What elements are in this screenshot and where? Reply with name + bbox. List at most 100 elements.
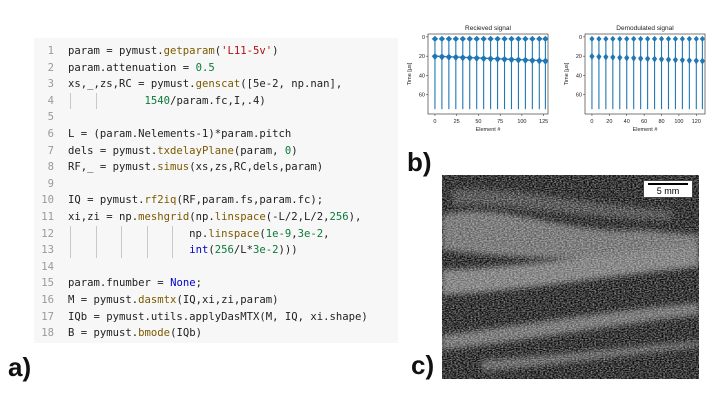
code-text: B = pymust.bmode(IQb) bbox=[68, 327, 202, 340]
code-text: np.linspace(1e-9,3e-2, bbox=[68, 227, 330, 240]
bmode-image: 5 mm bbox=[442, 175, 699, 379]
line-number: 16 bbox=[41, 294, 54, 306]
echo-2 bbox=[699, 57, 705, 65]
line-number: 4 bbox=[47, 94, 54, 107]
echo-1 bbox=[658, 35, 665, 42]
indent-guide bbox=[95, 92, 97, 109]
echo-1 bbox=[445, 35, 453, 42]
echo-1 bbox=[508, 35, 515, 42]
scale-bar-line bbox=[648, 183, 688, 185]
y-tick-label: 40 bbox=[576, 73, 582, 79]
echo-2 bbox=[679, 56, 685, 64]
indent-guide bbox=[121, 225, 123, 242]
x-tick-label: 100 bbox=[674, 119, 683, 125]
echo-2 bbox=[658, 56, 665, 64]
echo-1 bbox=[699, 35, 705, 42]
code-text: param.fnumber = None; bbox=[68, 277, 202, 290]
echo-1 bbox=[665, 35, 672, 42]
echo-2 bbox=[638, 55, 644, 63]
line-number: 14 bbox=[41, 260, 54, 273]
indent-guide bbox=[146, 225, 148, 242]
plot-frame bbox=[584, 33, 706, 115]
x-tick-label: 40 bbox=[624, 119, 630, 125]
signal-plots: Recieved signal Element # Time [μs] 0 25 50 75… bbox=[407, 25, 706, 133]
x-tick-label: 80 bbox=[658, 119, 664, 125]
echo-1 bbox=[466, 35, 473, 42]
echo-1 bbox=[452, 35, 460, 42]
indent-guide bbox=[172, 225, 174, 242]
echo-2 bbox=[542, 57, 549, 65]
indent-guide bbox=[70, 92, 71, 109]
x-tick-label: 120 bbox=[692, 119, 701, 125]
x-tick-label: 20 bbox=[606, 119, 612, 125]
x-tick-label: 0 bbox=[433, 119, 436, 125]
line-number: 7 bbox=[47, 144, 54, 157]
code-text: L = (param.Nelements-1)*param.pitch bbox=[68, 128, 292, 140]
y-axis-label: Time [μs] bbox=[564, 62, 570, 85]
echo-1 bbox=[686, 35, 692, 42]
echo-2 bbox=[645, 55, 651, 63]
line-number: 15 bbox=[41, 277, 54, 290]
indent-guide bbox=[70, 225, 71, 242]
x-tick-label: 60 bbox=[641, 119, 647, 125]
x-tick-label: 75 bbox=[497, 119, 503, 125]
code-text: M = pymust.dasmtx(IQ,xi,zi,param) bbox=[68, 294, 279, 306]
x-tick-label: 125 bbox=[539, 119, 548, 125]
y-axis-label: Time [μs] bbox=[407, 62, 413, 85]
line-number: 3 bbox=[47, 78, 54, 91]
y-tick-label: 40 bbox=[419, 73, 425, 79]
echo-1 bbox=[501, 35, 508, 42]
code-listing: 1 param = pymust.getparam('L11-5v') 2 param… bbox=[34, 38, 398, 343]
y-tick-label: 0 bbox=[579, 35, 582, 41]
indent-guide bbox=[70, 242, 71, 259]
echo-front-line bbox=[434, 55, 546, 62]
echo-1 bbox=[459, 35, 466, 42]
x-tick-label: 25 bbox=[454, 119, 460, 125]
x-axis-label: Element # bbox=[476, 127, 502, 133]
line-number: 11 bbox=[41, 211, 54, 223]
code-text: int(256/L*3e-2))) bbox=[189, 244, 298, 257]
code-text: param.attenuation = 0.5 bbox=[68, 61, 215, 74]
echo-1 bbox=[431, 35, 439, 42]
line-number: 9 bbox=[47, 177, 54, 190]
echo-2 bbox=[693, 57, 699, 65]
indent-guide bbox=[121, 242, 123, 259]
indent-guide bbox=[146, 242, 148, 259]
line-number: 12 bbox=[41, 227, 54, 240]
x-tick-label: 100 bbox=[517, 119, 526, 125]
y-tick-label: 60 bbox=[419, 93, 425, 99]
y-tick-label: 0 bbox=[422, 35, 425, 41]
echo-1 bbox=[438, 35, 446, 42]
indent-guide bbox=[95, 242, 97, 259]
line-number: 6 bbox=[47, 128, 54, 140]
echo-2 bbox=[651, 55, 658, 63]
indent-guide bbox=[172, 242, 174, 259]
line-number: 5 bbox=[47, 111, 54, 124]
echo-1 bbox=[494, 35, 501, 42]
panel-label-a: a) bbox=[8, 352, 32, 382]
demodulated-signal-plot: Demodulated signal Element # Time [μs] 0 20 4… bbox=[564, 25, 706, 133]
echo-1 bbox=[473, 35, 480, 42]
plot-title: Recieved signal bbox=[465, 25, 511, 32]
echo-2 bbox=[631, 54, 637, 62]
code-text: IQ = pymust.rf2iq(RF,param.fs,param.fc); bbox=[68, 194, 324, 207]
scale-bar-label: 5 mm bbox=[656, 186, 680, 196]
echo-1 bbox=[624, 35, 630, 42]
echo-2 bbox=[624, 54, 630, 62]
echo-2 bbox=[686, 57, 692, 65]
echo-2 bbox=[589, 53, 595, 61]
y-tick-label: 60 bbox=[576, 93, 582, 99]
line-number: 17 bbox=[41, 310, 54, 323]
panel-label-b: b) bbox=[407, 147, 432, 177]
code-text: 1540/param.fc,I,.4) bbox=[144, 94, 266, 107]
plot-title: Demodulated signal bbox=[616, 25, 674, 32]
received-signal-plot: Recieved signal Element # Time [μs] 0 25 50 75… bbox=[407, 25, 549, 133]
x-tick-label: 50 bbox=[475, 119, 481, 125]
echo-1 bbox=[693, 35, 699, 42]
scale-bar: 5 mm bbox=[643, 180, 693, 198]
echo-2 bbox=[665, 56, 672, 64]
echo-2 bbox=[596, 53, 602, 61]
line-number: 10 bbox=[41, 194, 54, 207]
code-text: RF,_ = pymust.simus(xs,zs,RC,dels,param) bbox=[68, 161, 324, 174]
y-tick-label: 20 bbox=[419, 54, 425, 60]
